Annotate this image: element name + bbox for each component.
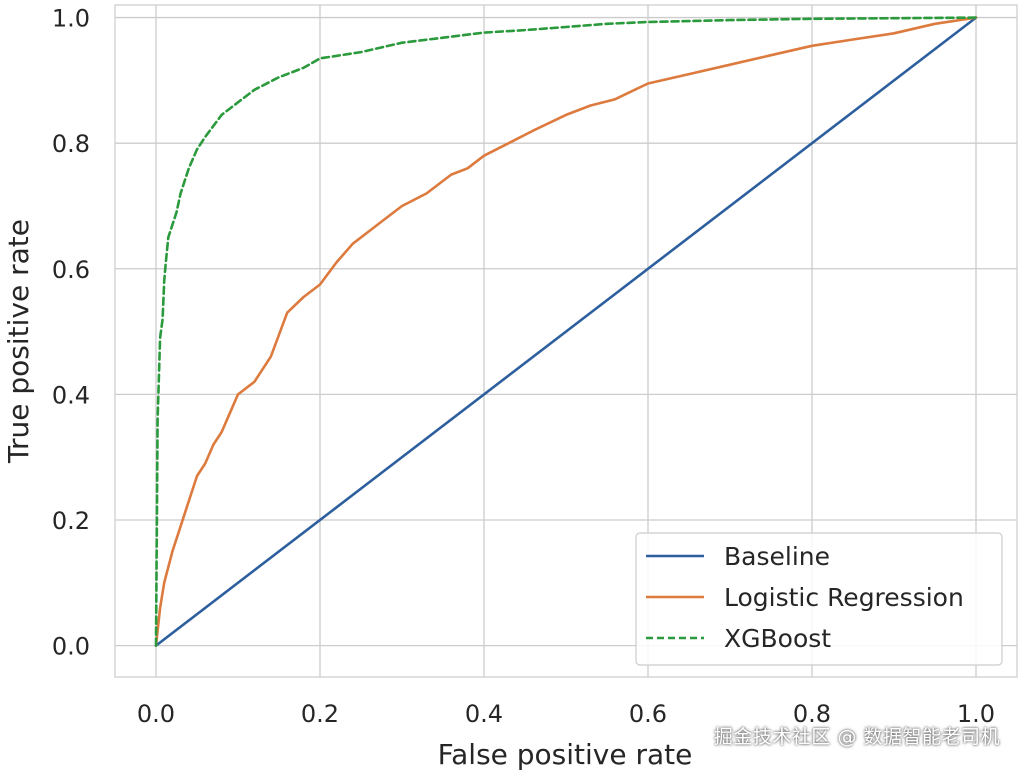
y-axis-ticks: 0.0 0.2 0.4 0.6 0.8 1.0 [52,5,90,661]
series-lines [154,16,978,647]
legend-label: Logistic Regression [724,583,964,612]
y-tick-label: 0.6 [52,256,90,284]
legend-label: XGBoost [724,624,831,653]
series-line-baseline [154,16,978,647]
y-tick-label: 0.2 [52,507,90,535]
series-line-logistic-regression [154,16,978,647]
y-tick-label: 0.0 [52,633,90,661]
x-axis-label: False positive rate [438,738,693,771]
y-tick-label: 0.4 [52,381,90,409]
legend: Baseline Logistic Regression XGBoost [635,532,1003,666]
y-tick-label: 1.0 [52,5,90,33]
legend-label: Baseline [724,542,830,571]
x-tick-label: 1.0 [957,700,995,728]
legend-box [635,532,1003,666]
y-tick-label: 0.8 [52,130,90,158]
x-tick-label: 0.0 [137,700,175,728]
x-tick-label: 0.2 [301,700,339,728]
x-tick-label: 0.4 [465,700,503,728]
y-axis-label: True positive rate [2,219,35,464]
series-line-xgboost [154,16,978,647]
x-tick-label: 0.6 [629,700,667,728]
x-axis-ticks: 0.0 0.2 0.4 0.6 0.8 1.0 [137,700,995,728]
x-tick-label: 0.8 [793,700,831,728]
watermark-text: 掘金技术社区 @ 数据智能老司机 [713,726,1000,748]
